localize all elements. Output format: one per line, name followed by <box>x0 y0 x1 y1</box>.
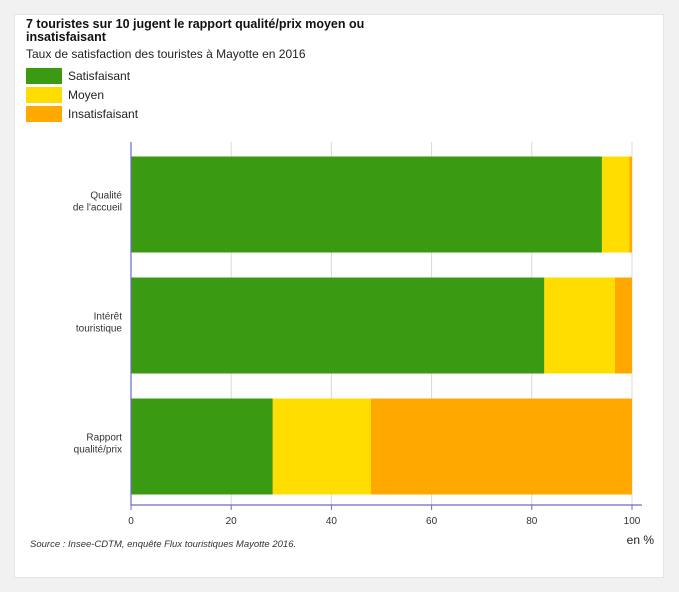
legend-label-moyen: Moyen <box>68 87 105 102</box>
chart-legend: Satisfaisant Moyen Insatisfaisant <box>26 66 138 123</box>
y-tick-label-1: Qualité de l'accueil <box>73 191 123 214</box>
bar-2-satisfaisant <box>131 277 545 374</box>
y-tick-label-2: Intérêt touristique <box>76 312 123 335</box>
bar-2-insatisfaisant <box>614 277 632 374</box>
y-tick-label-2-line-2: touristique <box>76 324 123 335</box>
legend-item-insatisfaisant: Insatisfaisant <box>26 104 138 123</box>
y-tick-label-3: Rapport qualité/prix <box>74 433 123 456</box>
bar-3-moyen <box>272 398 371 495</box>
legend-swatch-moyen <box>26 86 62 103</box>
y-tick-label-2-line-1: Intérêt <box>94 312 123 323</box>
bar-1-insatisfaisant <box>629 156 632 253</box>
x-tick-label-60: 60 <box>426 516 438 527</box>
bar-1-satisfaisant <box>131 156 602 253</box>
x-tick-label-100: 100 <box>624 516 641 527</box>
legend-item-satisfaisant: Satisfaisant <box>26 66 138 85</box>
legend-label-insatisfaisant: Insatisfaisant <box>68 106 139 121</box>
x-tick-label-0: 0 <box>128 516 134 527</box>
bar-1-moyen <box>601 156 630 253</box>
y-tick-label-3-line-2: qualité/prix <box>74 445 122 456</box>
bar-3-insatisfaisant <box>370 398 632 495</box>
x-tick-label-80: 80 <box>526 516 538 527</box>
legend-label-satisfaisant: Satisfaisant <box>68 68 131 83</box>
x-tick-label-40: 40 <box>326 516 338 527</box>
x-axis-unit: en % <box>627 533 655 547</box>
legend-swatch-satisfaisant <box>26 67 62 84</box>
y-tick-label-1-line-2: de l'accueil <box>73 203 122 214</box>
chart-source: Source : Insee-CDTM, enquête Flux touris… <box>30 539 297 550</box>
legend-item-moyen: Moyen <box>26 85 138 104</box>
legend-swatch-insatisfaisant <box>26 105 62 122</box>
chart-title: 7 touristes sur 10 jugent le rapport qua… <box>26 17 365 44</box>
bar-3-satisfaisant <box>131 398 273 495</box>
x-tick-label-20: 20 <box>226 516 238 527</box>
bar-2-moyen <box>544 277 615 374</box>
y-tick-label-3-line-1: Rapport <box>86 433 122 444</box>
chart-subtitle: Taux de satisfaction des touristes à May… <box>26 47 306 61</box>
y-tick-label-1-line-1: Qualité <box>90 191 122 202</box>
